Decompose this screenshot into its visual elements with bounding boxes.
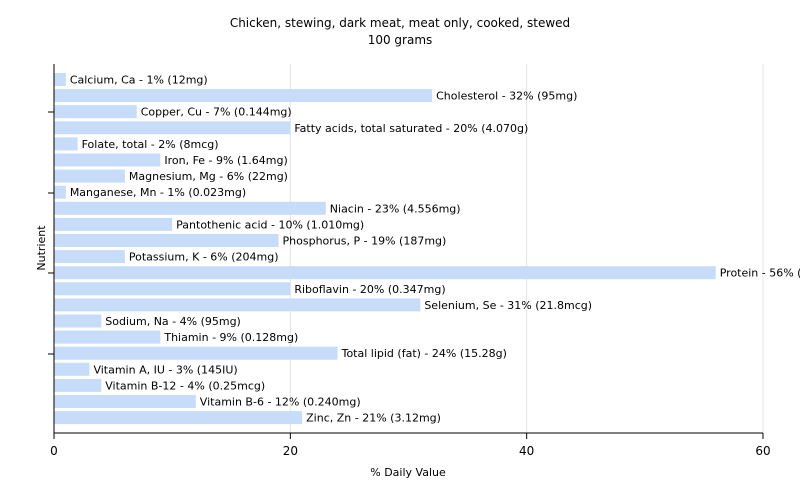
axes-group: 0 20 40 60 xyxy=(48,64,771,458)
bar xyxy=(54,395,196,408)
bar xyxy=(54,250,125,264)
bar-label: Vitamin A, IU - 3% (145IU) xyxy=(93,363,237,376)
bar xyxy=(54,298,421,312)
bar-label: Total lipid (fat) - 24% (15.28g) xyxy=(341,347,507,360)
bar xyxy=(54,89,433,103)
bar xyxy=(54,153,161,167)
bar xyxy=(54,169,125,183)
bar-label: Riboflavin - 20% (0.347mg) xyxy=(294,283,445,296)
bar-label: Fatty acids, total saturated - 20% (4.07… xyxy=(294,122,528,135)
y-axis-title: Nutrient xyxy=(35,225,48,271)
bar xyxy=(54,105,137,119)
bar xyxy=(54,73,66,86)
bar-label: Selenium, Se - 31% (21.8mcg) xyxy=(424,299,592,312)
x-tick-label: 40 xyxy=(519,444,534,458)
bar xyxy=(54,346,338,360)
x-tick-label: 0 xyxy=(50,444,58,458)
bar-label: Vitamin B-6 - 12% (0.240mg) xyxy=(200,396,361,409)
x-axis-title: % Daily Value xyxy=(370,466,446,479)
bars-group: Calcium, Ca - 1% (12mg) Cholesterol - 32%… xyxy=(54,73,800,425)
bar-label: Folate, total - 2% (8mcg) xyxy=(82,138,219,151)
bar xyxy=(54,330,161,344)
bar-label: Manganese, Mn - 1% (0.023mg) xyxy=(70,186,246,199)
bar xyxy=(54,137,78,151)
bar-label: Niacin - 23% (4.556mg) xyxy=(330,202,461,215)
bar-label: Pantothenic acid - 10% (1.010mg) xyxy=(176,218,364,231)
bar-label: Thiamin - 9% (0.128mg) xyxy=(163,331,298,344)
x-tick-label: 60 xyxy=(755,444,770,458)
bar xyxy=(54,282,291,296)
bar-label: Iron, Fe - 9% (1.64mg) xyxy=(164,154,287,167)
bar xyxy=(54,201,326,215)
bar-label: Protein - 56% (28.14g) xyxy=(720,267,800,280)
bar xyxy=(54,217,173,231)
bar xyxy=(54,378,102,392)
bar-label: Zinc, Zn - 21% (3.12mg) xyxy=(306,412,441,425)
bar-label: Vitamin B-12 - 4% (0.25mcg) xyxy=(105,379,265,392)
bar xyxy=(54,411,303,425)
bar xyxy=(54,185,66,199)
chart-subtitle: 100 grams xyxy=(368,33,433,47)
bar xyxy=(54,266,716,280)
bar-label: Potassium, K - 6% (204mg) xyxy=(129,251,279,264)
bar xyxy=(54,314,102,328)
bar-label: Calcium, Ca - 1% (12mg) xyxy=(70,74,208,87)
bar-label: Magnesium, Mg - 6% (22mg) xyxy=(129,170,288,183)
bar xyxy=(54,121,291,135)
x-tick-label: 20 xyxy=(283,444,298,458)
gridlines xyxy=(289,64,764,433)
bar xyxy=(54,234,279,247)
bar-label: Copper, Cu - 7% (0.144mg) xyxy=(141,106,292,119)
bar-label: Phosphorus, P - 19% (187mg) xyxy=(283,235,447,248)
bar xyxy=(54,362,90,376)
bar-label: Cholesterol - 32% (95mg) xyxy=(436,90,577,103)
bar-label: Sodium, Na - 4% (95mg) xyxy=(105,315,241,328)
chart-title: Chicken, stewing, dark meat, meat only, … xyxy=(230,16,570,30)
